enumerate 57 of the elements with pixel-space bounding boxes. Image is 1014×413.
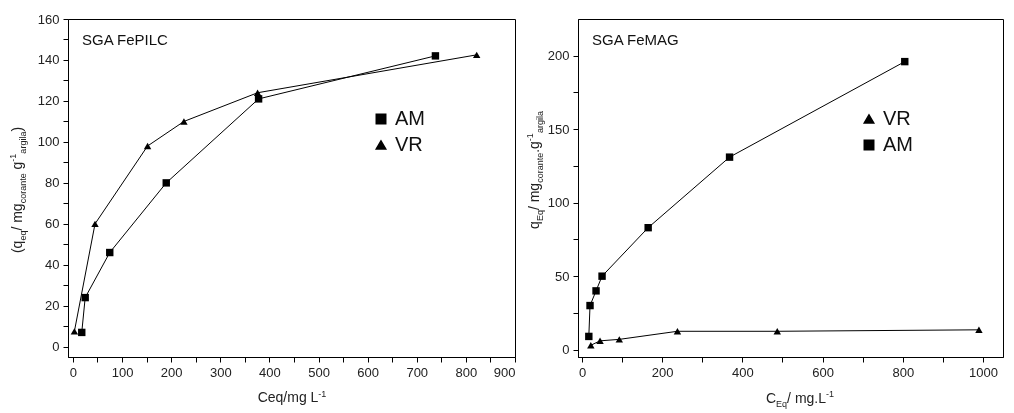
annotation: SGA FeMAG	[592, 31, 679, 48]
point	[725, 153, 734, 161]
x-tick-label: 0	[578, 364, 587, 380]
x-tick-label: 0	[69, 364, 78, 380]
y-tick-label: 120	[37, 93, 60, 109]
point	[162, 179, 170, 187]
y-tick-label: 150	[547, 121, 570, 137]
point	[143, 142, 152, 150]
point	[431, 52, 440, 60]
y-tick-label: 100	[547, 195, 570, 211]
point	[592, 287, 600, 295]
y-tick-label: 200	[547, 48, 570, 64]
y-tick-label: 50	[555, 268, 570, 284]
point	[586, 301, 594, 310]
point	[81, 293, 89, 302]
x-tick-label: 600	[812, 364, 834, 380]
point	[472, 51, 481, 59]
x-tick-label: 400	[259, 364, 281, 380]
y-tick-label: 80	[45, 175, 60, 191]
y-tick-label: 100	[37, 134, 60, 150]
x-tick-label: 500	[308, 364, 330, 380]
y-tick-label: 0	[52, 339, 60, 355]
y-tick-label: 20	[45, 298, 60, 314]
point	[585, 332, 593, 341]
x-axis-title: C$_{Eq}$/ mg.L$^{-1}$	[765, 389, 835, 409]
legend-label: AM	[395, 107, 425, 129]
legend-label: VR	[395, 133, 423, 155]
y-tick-label: 40	[45, 257, 60, 273]
x-tick-label: 600	[357, 364, 379, 380]
x-tick-label: 300	[209, 364, 232, 380]
point	[598, 272, 606, 280]
y-tick-label: 140	[37, 52, 60, 68]
point	[615, 336, 624, 343]
x-tick-label: 200	[160, 364, 183, 380]
point	[180, 118, 188, 125]
x-tick-label: 800	[892, 364, 915, 380]
x-tick-label: 100	[111, 364, 134, 380]
x-tick-label: 700	[406, 364, 429, 380]
x-tick-label: 1000	[968, 364, 998, 380]
annotation: SGA FePILC	[82, 31, 169, 48]
point	[975, 326, 983, 334]
point	[253, 89, 262, 96]
x-tick-label: 400	[732, 364, 754, 380]
x-tick-label: 200	[651, 364, 674, 380]
point	[254, 95, 263, 103]
point	[596, 337, 604, 345]
y-tick-label: 60	[45, 216, 60, 232]
point	[644, 223, 652, 232]
legend-label: AM	[883, 133, 913, 155]
legend-label: VR	[883, 107, 911, 129]
x-axis-title: Ceq/mg L$^{-1}$	[257, 388, 327, 406]
x-tick-label: 800	[455, 364, 478, 380]
y-tick-label: 160	[37, 11, 60, 27]
y-tick-label: 0	[562, 342, 570, 358]
x-tick-label: 900	[493, 364, 516, 380]
point	[91, 220, 99, 228]
point	[70, 328, 79, 335]
